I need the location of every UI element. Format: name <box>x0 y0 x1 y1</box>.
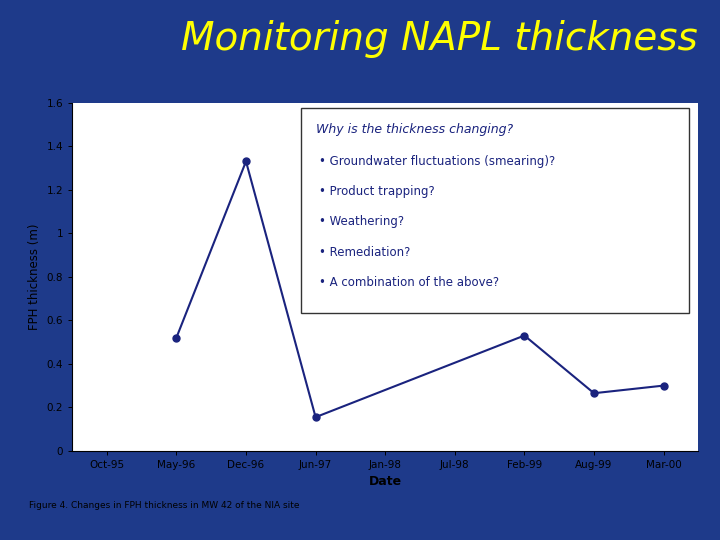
Text: Figure 4. Changes in FPH thickness in MW 42 of the NIA site: Figure 4. Changes in FPH thickness in MW… <box>29 501 300 510</box>
Text: • Groundwater fluctuations (smearing)?: • Groundwater fluctuations (smearing)? <box>320 155 556 168</box>
Text: • Remediation?: • Remediation? <box>320 246 411 259</box>
Y-axis label: FPH thickness (m): FPH thickness (m) <box>28 224 41 330</box>
X-axis label: Date: Date <box>369 476 402 489</box>
Text: • Product trapping?: • Product trapping? <box>320 185 435 198</box>
Text: Monitoring NAPL thickness: Monitoring NAPL thickness <box>181 20 698 58</box>
Text: • Weathering?: • Weathering? <box>320 215 405 228</box>
Text: • A combination of the above?: • A combination of the above? <box>320 276 500 289</box>
Text: Why is the thickness changing?: Why is the thickness changing? <box>316 124 513 137</box>
FancyBboxPatch shape <box>301 108 689 313</box>
